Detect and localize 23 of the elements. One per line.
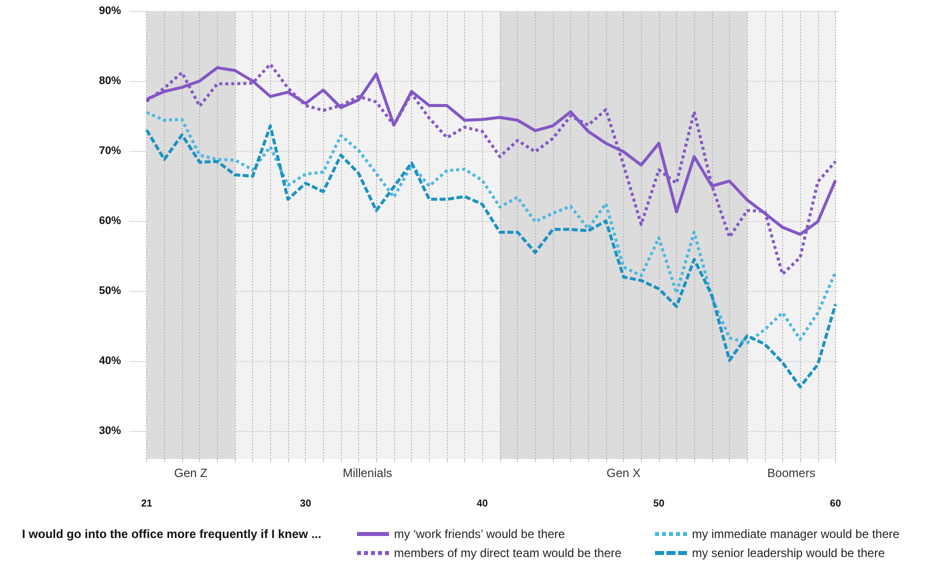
band-label: Gen X [606, 466, 641, 480]
legend-label: my immediate manager would be there [692, 527, 900, 541]
band-label: Gen Z [174, 466, 208, 480]
legend-label: my senior leadership would be there [692, 546, 885, 560]
y-tick-label: 60% [98, 215, 122, 227]
y-tick-label: 50% [98, 285, 122, 297]
x-tick-label: 50 [653, 498, 665, 510]
y-tick-label: 40% [98, 355, 122, 367]
x-tick-label: 60 [830, 498, 842, 510]
legend-title: I would go into the office more frequently if I knew ... [22, 527, 322, 541]
line-series [145, 111, 837, 344]
band-label: Millenials [342, 466, 392, 480]
line-series [145, 124, 837, 388]
y-tick-label: 70% [98, 145, 122, 157]
legend-label: members of my direct team would be there [394, 546, 622, 560]
band-label: Boomers [767, 466, 816, 480]
x-tick-label: 40 [476, 498, 488, 510]
y-tick-label: 90% [98, 5, 122, 17]
legend-label: my ‘work friends’ would be there [394, 527, 565, 541]
x-tick-label: 21 [141, 498, 153, 510]
y-tick-label: 30% [98, 425, 122, 437]
y-tick-label: 80% [98, 75, 122, 87]
x-tick-label: 30 [300, 498, 312, 510]
